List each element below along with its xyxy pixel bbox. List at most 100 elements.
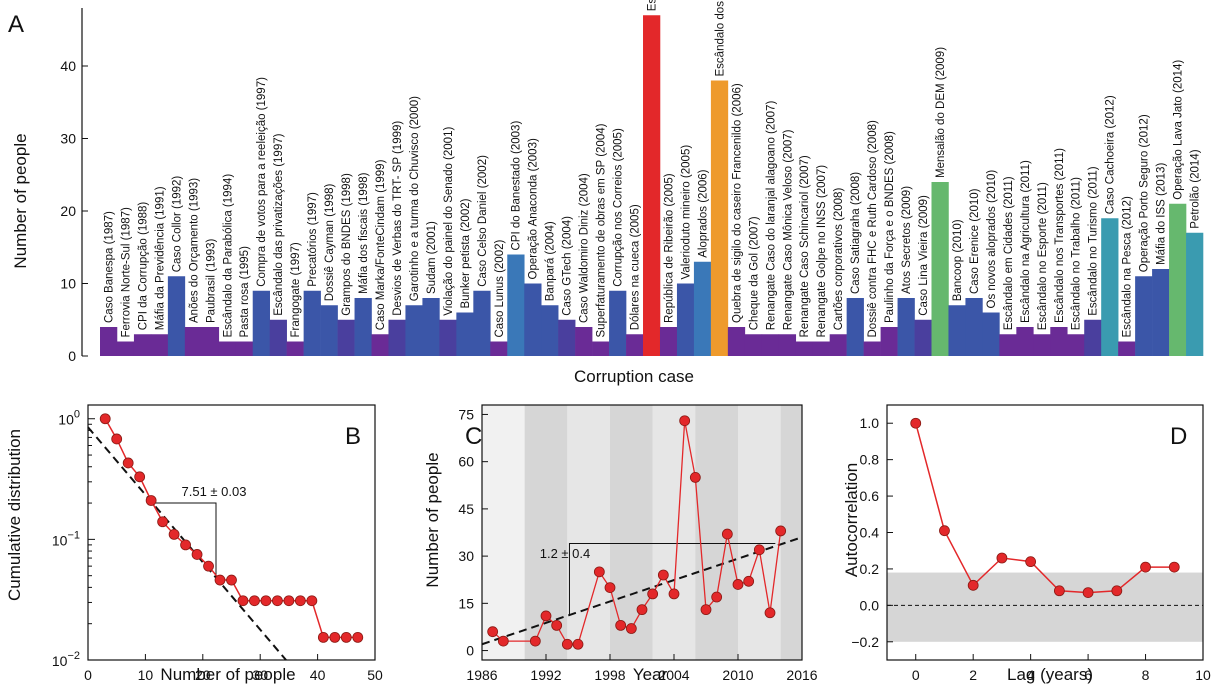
panel-b-point: [260, 595, 272, 607]
bar: [999, 334, 1017, 356]
bar: [812, 341, 830, 356]
panel-c-point: [647, 588, 659, 600]
bar: [592, 341, 610, 356]
bar: [269, 319, 287, 356]
panel-c-point: [540, 610, 552, 622]
panel-c-point: [732, 579, 744, 590]
bar: [863, 341, 881, 356]
bar: [116, 341, 135, 356]
panel-a-bars: [100, 15, 1204, 356]
bar-label: Caso Lina Vieira (2009): [918, 195, 930, 316]
bar: [286, 341, 304, 356]
bar: [184, 327, 203, 356]
panel-b: B Cumulative distribution Number of peop…: [5, 404, 383, 684]
panel-b-point: [145, 495, 157, 506]
bar: [405, 305, 423, 356]
bar-label: Caso Erenice (2010): [969, 188, 981, 294]
panel-b-xtick-label: 30: [252, 667, 268, 683]
panel-c-point: [551, 619, 563, 631]
panel-b-frame: [87, 404, 376, 661]
bar: [795, 341, 814, 356]
panel-b-point: [180, 539, 191, 551]
bar-label: Escândalo das privatizações (1997): [273, 133, 285, 315]
bar-label: Anões do Orçamento (1993): [188, 178, 200, 323]
panel-c-shaded-band: [652, 405, 696, 660]
bar-label: Compra de votos para a reeleição (1997): [256, 77, 268, 287]
bar-label: Ferrovia Norte-Sul (1987): [120, 207, 132, 338]
panel-b-series-line: [104, 418, 358, 639]
panel-c-shaded-band: [567, 405, 610, 660]
panel-b-point: [340, 631, 352, 643]
bar-label: Cheque da Gol (2007): [748, 216, 760, 330]
panel-b-xtick-label: 10: [138, 667, 154, 683]
panel-c-point: [753, 544, 765, 556]
bar-label: Escândalo no Trabalho (2011): [1071, 177, 1083, 330]
panel-d-ylabel: Autocorrelation: [842, 463, 861, 577]
panel-c-xtick-label: 2010: [722, 667, 753, 683]
bar: [1135, 276, 1153, 356]
panel-c-ytick-label: 60: [458, 454, 474, 470]
panel-d-point: [939, 525, 950, 537]
panel-c-point: [604, 582, 616, 593]
bar-label: Caso Satiagraha (2008): [850, 172, 862, 294]
bar-label: Escândalo dos sanguessugas (2006): [714, 0, 726, 77]
panel-d-point: [967, 579, 979, 591]
bar: [948, 305, 966, 356]
panel-c-frame: [481, 404, 803, 661]
panel-d-ytick-label: 0.8: [860, 452, 880, 468]
panel-c-shaded-band: [610, 405, 653, 660]
bar-label: Sudam (2001): [426, 221, 438, 294]
panel-b-point: [352, 631, 364, 643]
bar-label: Os novos aloprados (2010): [986, 170, 998, 309]
bar: [201, 327, 220, 356]
panel-b-point: [122, 457, 134, 469]
bar-label: Precatórios (1997): [307, 192, 319, 287]
panel-a-ytick-label: 10: [60, 276, 76, 292]
panel-b-point: [226, 574, 237, 586]
panel-c-point: [636, 604, 648, 616]
panel-b-ylabel: Cumulative distribution: [5, 429, 24, 601]
bar-label: Violação do painel do Senado (2001): [443, 127, 455, 316]
panel-c-point: [487, 626, 499, 638]
panel-c-point: [561, 638, 573, 650]
panel-c-slope-annotation: 1.2 ± 0.4: [540, 546, 591, 561]
bar-label: Caso Lunus (2002): [494, 240, 506, 338]
bar-label: CPI do Banestado (2003): [511, 121, 523, 251]
bar: [931, 182, 949, 356]
bar: [541, 305, 559, 356]
bar: [880, 327, 898, 356]
bar: [1169, 203, 1187, 356]
panel-c-point: [625, 623, 637, 634]
bar-label: Paulinho da Força e o BNDES (2008): [884, 131, 896, 323]
bar-label: Escândalo da Parabólica (1994): [222, 174, 234, 338]
bar: [693, 261, 712, 356]
bar-label: Quebra de sigilo do caseiro Francenildo …: [731, 83, 743, 323]
bar-label: Escândalo na Pesca (2012): [1122, 196, 1134, 337]
panel-d-plot: 0 2 4 6 8 10 −0.2 0.0 0.2 0.4 0.6 0.8 1.0: [851, 404, 1211, 683]
panel-c-point: [615, 619, 627, 631]
bar: [609, 290, 627, 356]
panel-c-ytick-label: 0: [466, 643, 474, 659]
bar: [1152, 269, 1170, 356]
bar-label: Escândalo no Esporte (2011): [1037, 182, 1049, 330]
panel-c-point: [764, 607, 776, 619]
panel-b-xtick-label: 50: [367, 667, 383, 683]
bar-label: Escândalo do Mensalão (2005): [647, 0, 659, 11]
panel-c-point: [572, 638, 584, 650]
panel-b-point: [249, 595, 260, 607]
panel-c-shaded-band: [738, 405, 781, 660]
panel-b-slope-bracket: [151, 502, 217, 581]
bar-label: Corrupção nos Correios (2005): [613, 128, 625, 287]
panel-b-ytick-exponent: 0: [74, 409, 80, 421]
bar: [1084, 319, 1102, 356]
bar: [218, 341, 237, 356]
panel-c-point: [497, 635, 509, 647]
bar-label: Máfia dos fiscais (1998): [358, 172, 370, 294]
bar-label: Dólares na cueca (2005): [630, 204, 642, 330]
bar-label: Desvios de Verbas do TRT- SP (1999): [392, 121, 404, 316]
panel-a-ytick-label: 40: [60, 58, 76, 74]
panel-b-point: [191, 549, 203, 560]
panel-b-ytick-base: 10: [58, 412, 74, 428]
panel-d-xtick-label: 6: [1084, 667, 1092, 683]
panel-c-point: [529, 635, 541, 647]
